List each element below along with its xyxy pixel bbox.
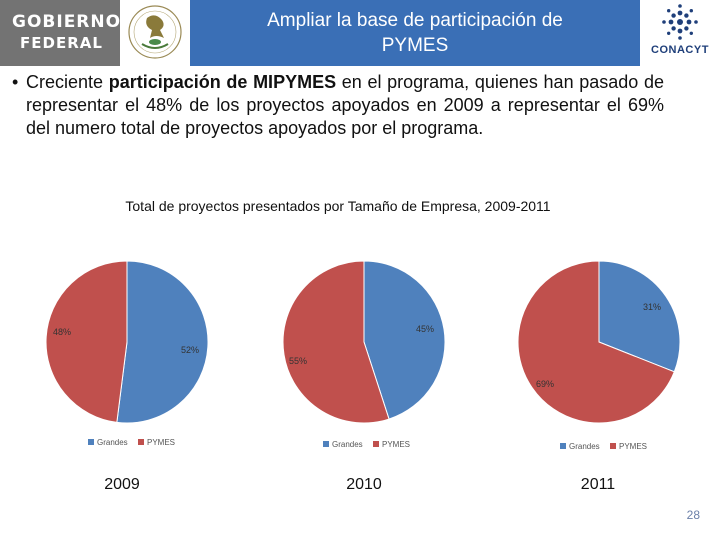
pie-2010-label-pymes: 55% (289, 356, 307, 366)
chart-title: Total de proyectos presentados por Tamañ… (125, 198, 551, 214)
pie-2010-legend-swatch-grandes (323, 441, 329, 447)
bullet-text: Creciente participación de MIPYMES en el… (14, 71, 664, 140)
pie-2011-slice-grandes (598, 260, 681, 373)
pie-2011-slice-pymes (517, 260, 675, 424)
pie-2011-label-pymes: 69% (536, 379, 554, 389)
year-label-2009: 2009 (104, 476, 140, 493)
slide-title: Ampliar la base de participación de PYME… (190, 8, 640, 58)
pie-2009-label-grandes: 52% (181, 345, 199, 355)
pie-2009-legend-swatch-pymes (138, 439, 144, 445)
pie-2010-legend-label-pymes: PYMES (382, 440, 410, 449)
mexico-seal-icon (120, 0, 190, 66)
pie-2010-label-grandes: 45% (416, 324, 434, 334)
bullet-bold: participación de MIPYMES (108, 72, 337, 92)
pie-2011-legend-swatch-grandes (560, 443, 566, 449)
title-bar: Ampliar la base de participación de PYME… (190, 0, 640, 66)
conacyt-label: CONACYT (651, 44, 709, 56)
conacyt-logo: CONACYT (640, 0, 720, 66)
gobierno-logo-line2: FEDERAL (20, 34, 103, 52)
pie-2009-legend-swatch-grandes (88, 439, 94, 445)
pie-2009-slice-grandes (116, 260, 209, 424)
pie-2011-legend-label-pymes: PYMES (619, 442, 647, 451)
bullet-post: en el programa, quienes han pasado de re… (26, 72, 664, 138)
page-number: 28 (686, 508, 700, 522)
year-label-2011: 2011 (580, 476, 616, 493)
pie-2011-label-grandes: 31% (643, 302, 661, 312)
pie-charts: 52% 48% Grandes PYMES 45% 55% Grandes PYMES 31% 6… (45, 260, 681, 451)
pie-2009-legend-label-pymes: PYMES (147, 438, 175, 447)
bullet-pre: Creciente (26, 72, 109, 92)
slide-title-line2: PYMES (381, 35, 449, 56)
year-label-2010: 2010 (346, 476, 382, 493)
pie-2010-slice-grandes (363, 260, 446, 420)
gobierno-logo-line1: GOBIERNO (12, 12, 122, 32)
pie-2009-label-pymes: 48% (53, 327, 71, 337)
pie-2010-legend-label-grandes: Grandes (332, 440, 363, 449)
conacyt-emblem-icon (662, 4, 698, 40)
bullet-dot-icon: • (12, 72, 19, 92)
pie-2010-legend-swatch-pymes (373, 441, 379, 447)
pie-2011-legend-label-grandes: Grandes (569, 442, 600, 451)
pie-2010-slice-pymes (282, 260, 390, 424)
slide-title-line1: Ampliar la base de participación de (267, 10, 563, 31)
pie-2009-slice-pymes (45, 260, 128, 423)
pie-2009-legend-label-grandes: Grandes (97, 438, 128, 447)
gobierno-federal-logo: GOBIERNO FEDERAL (0, 0, 120, 66)
bullet-point: • Creciente participación de MIPYMES en … (12, 71, 664, 140)
pie-2011-legend-swatch-pymes (610, 443, 616, 449)
slide-header: GOBIERNO FEDERAL Ampliar la base de part… (0, 0, 720, 66)
